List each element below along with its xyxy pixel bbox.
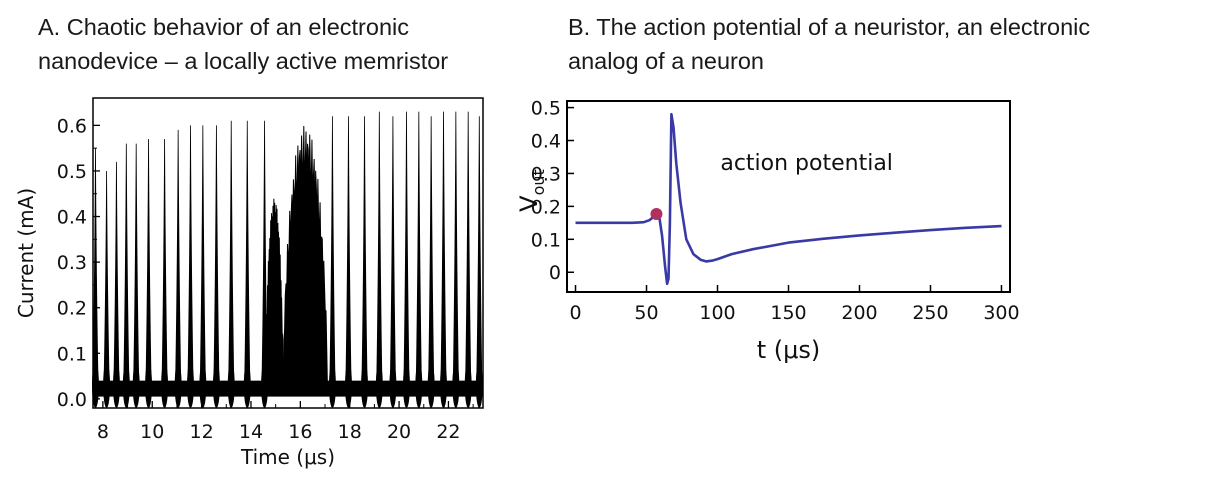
chart-a-spike-base bbox=[464, 362, 472, 408]
chart-a-spike-base bbox=[475, 362, 483, 408]
chart-b-y-tick-label: 0.1 bbox=[531, 229, 561, 251]
chart-b-x-tick-label: 50 bbox=[634, 302, 658, 324]
chart-b-y-tick-label: 0.4 bbox=[531, 131, 561, 153]
caption-a: A. Chaotic behavior of an electronic nan… bbox=[38, 14, 449, 74]
chart-a-spike bbox=[329, 116, 336, 391]
chart-a-spike bbox=[199, 125, 206, 391]
chart-b-x-tick-label: 300 bbox=[983, 302, 1019, 324]
chart-b-y-tick-label: 0.3 bbox=[531, 163, 561, 185]
chart-a-x-tick-label: 12 bbox=[190, 421, 214, 443]
chart-a-spike-base bbox=[212, 362, 220, 408]
chart-a-spike bbox=[133, 143, 140, 391]
chart-a-spike bbox=[161, 139, 168, 391]
chart-a-spike bbox=[361, 116, 368, 391]
chart-a-spike bbox=[345, 116, 352, 391]
chart-a-x-tick-label: 14 bbox=[239, 421, 263, 443]
chart-a-y-tick-label: 0.2 bbox=[57, 298, 87, 320]
chart-a-spike bbox=[415, 111, 422, 391]
chart-a-x-tick-label: 18 bbox=[338, 421, 362, 443]
chart-a-data-layer bbox=[92, 111, 483, 408]
chart-b-y-axis-title-subscript: out bbox=[529, 169, 548, 195]
chart-b-y-axis-title-main: V bbox=[515, 195, 543, 212]
chart-a-spike bbox=[476, 116, 483, 391]
chart-a-spike-base bbox=[440, 362, 447, 408]
chart-a-y-tick-label: 0.6 bbox=[57, 115, 87, 137]
chart-a-spike bbox=[376, 111, 383, 391]
chart-a-x-tick-label: 22 bbox=[436, 421, 460, 443]
chart-b-x-tick-label: 100 bbox=[699, 302, 735, 324]
chart-a-y-tick-label: 0.1 bbox=[57, 343, 87, 365]
chart-a-spike-base bbox=[361, 362, 368, 408]
chart-a-spike bbox=[113, 161, 120, 391]
chart-a-burst bbox=[282, 126, 329, 391]
chart-a-spike bbox=[123, 143, 130, 391]
chart-a-axes: 0.0 0.1 0.2 0.3 0.4 0.5 0.6 8 10 12 14 16 18 20 22 bbox=[57, 115, 474, 443]
chart-a-spike bbox=[213, 125, 220, 391]
chart-a-spike-base bbox=[375, 362, 383, 408]
chart-a-x-tick-label: 20 bbox=[387, 421, 411, 443]
chart-a-spike-base bbox=[243, 362, 251, 408]
chart-b-x-axis-title: t (μs) bbox=[757, 336, 821, 364]
chart-a-spike bbox=[452, 111, 459, 391]
chart-a-spike-base bbox=[112, 362, 120, 408]
chart-b-x-tick-label: 150 bbox=[770, 302, 806, 324]
chart-a-spike-base bbox=[328, 362, 336, 408]
chart-a-spike-base bbox=[403, 362, 410, 408]
chart-a-spike-base bbox=[345, 362, 352, 408]
chart-a-spike bbox=[428, 116, 435, 391]
chart-b-y-tick-label: 0 bbox=[549, 262, 561, 284]
chart-a-spike-base bbox=[145, 362, 152, 408]
chart-a-spike bbox=[465, 111, 472, 391]
chart-a-spike bbox=[440, 111, 447, 391]
chart-a-spike-base bbox=[389, 362, 397, 408]
chart-a-y-axis-title: Current (mA) bbox=[14, 188, 38, 318]
chart-b-y-axis-title: Vout bbox=[515, 169, 548, 212]
chart-a-spike bbox=[175, 129, 182, 391]
chart-a-x-axis-title: Time (μs) bbox=[240, 445, 335, 469]
chart-a-x-tick-label: 16 bbox=[288, 421, 312, 443]
chart-a-spike-base bbox=[227, 362, 235, 408]
chart-b-x-tick-label: 250 bbox=[912, 302, 948, 324]
chart-a-spike bbox=[244, 120, 251, 391]
chart-b-plot-frame bbox=[566, 100, 1011, 293]
chart-b-marker-point bbox=[650, 207, 663, 220]
chart-b-annotation: action potential bbox=[720, 151, 893, 176]
chart-a-spike-base bbox=[174, 362, 182, 408]
chart-a-spike bbox=[187, 125, 194, 391]
chart-b-x-tick-label: 200 bbox=[841, 302, 877, 324]
chart-a-y-tick-label: 0.0 bbox=[57, 389, 87, 411]
chart-a-spike-base bbox=[452, 362, 460, 408]
chart-a-spike-base bbox=[122, 362, 130, 408]
chart-a-spike-base bbox=[132, 362, 140, 408]
chart-a-burst bbox=[265, 198, 284, 391]
chart-b-axes: 0 0.1 0.2 0.3 0.4 0.5 0 50 100 150 200 250 300 bbox=[531, 98, 1020, 324]
chart-a-x-tick-label: 10 bbox=[140, 421, 164, 443]
chart-a-y-tick-label: 0.3 bbox=[57, 252, 87, 274]
chart-a-y-tick-label: 0.4 bbox=[57, 207, 87, 229]
chart-b-x-tick-label: 0 bbox=[569, 302, 581, 324]
chart-a-spike-base bbox=[415, 362, 423, 408]
chart-a-x-tick-label: 8 bbox=[97, 421, 109, 443]
chart-a-spike-base bbox=[103, 362, 111, 408]
chart-a-spike-base bbox=[161, 362, 169, 408]
chart-b-y-tick-label: 0.5 bbox=[531, 98, 561, 120]
chart-b-series-line bbox=[575, 112, 1002, 286]
chart-a-y-tick-label: 0.5 bbox=[57, 161, 87, 183]
chart-a-spike-base bbox=[427, 362, 435, 408]
caption-b: B. The action potential of a neuristor, … bbox=[568, 14, 1091, 74]
chart-a-spike bbox=[228, 120, 235, 391]
chart-a-spike-base bbox=[187, 362, 194, 408]
chart-a-spike bbox=[103, 170, 110, 391]
chart-a-spike bbox=[389, 116, 397, 391]
chart-b-y-tick-label: 0.2 bbox=[531, 196, 561, 218]
chart-a-spike bbox=[403, 111, 410, 391]
chart-a-plot-frame bbox=[92, 97, 484, 409]
chart-a-spike-base bbox=[199, 362, 207, 408]
chart-a-spike bbox=[145, 139, 152, 391]
